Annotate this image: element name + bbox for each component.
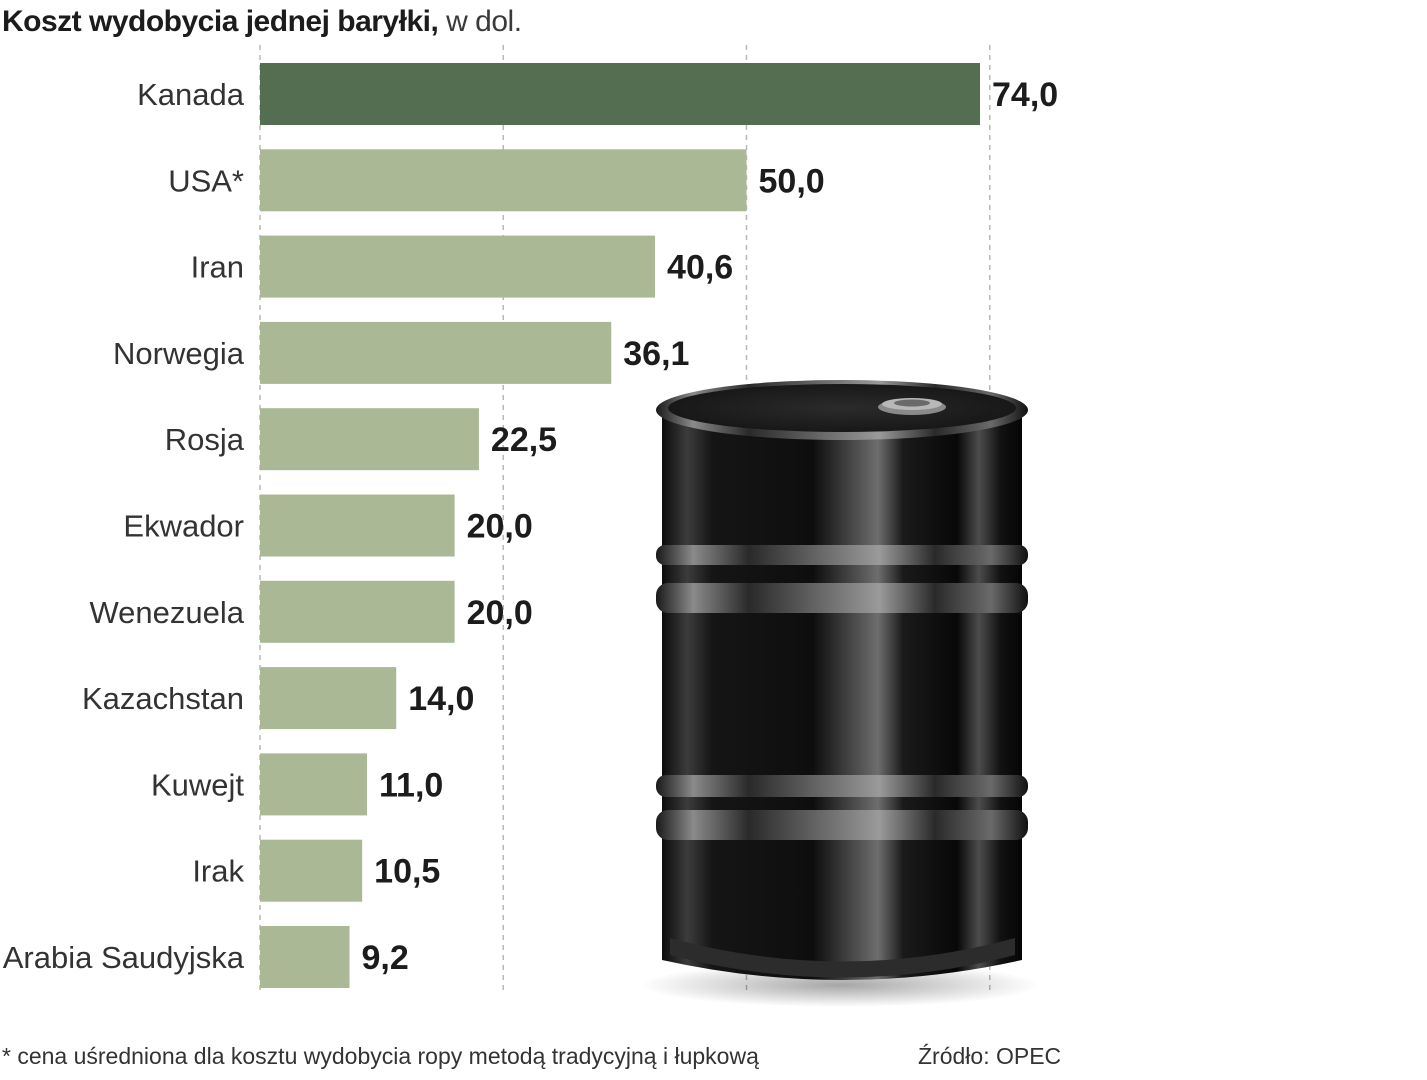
bar-4 bbox=[260, 408, 479, 471]
value-label-9: 10,5 bbox=[374, 853, 440, 891]
category-label-4: Rosja bbox=[165, 422, 245, 457]
value-label-3: 36,1 bbox=[623, 335, 689, 373]
oil-barrel-icon bbox=[640, 380, 1040, 1007]
value-label-10: 9,2 bbox=[362, 939, 409, 977]
category-label-10: Arabia Saudyjska bbox=[3, 940, 245, 975]
bar-5 bbox=[260, 494, 455, 557]
chart-title-main: Koszt wydobycia jednej baryłki, bbox=[2, 5, 439, 38]
bar-2 bbox=[260, 235, 656, 298]
category-label-0: Kanada bbox=[137, 77, 245, 112]
category-label-5: Ekwador bbox=[123, 509, 244, 544]
value-label-8: 11,0 bbox=[379, 766, 443, 804]
chart-title: Koszt wydobycia jednej baryłki, w dol. bbox=[2, 2, 522, 42]
value-label-0: 74,0 bbox=[992, 76, 1058, 114]
bar-8 bbox=[260, 753, 368, 816]
bar-0 bbox=[260, 63, 981, 125]
category-label-6: Wenezuela bbox=[89, 595, 244, 630]
value-label-1: 50,0 bbox=[759, 162, 825, 200]
value-label-6: 20,0 bbox=[467, 594, 533, 632]
bar-9 bbox=[260, 839, 363, 902]
chart-title-unit: w dol. bbox=[446, 5, 522, 38]
category-label-2: Iran bbox=[191, 250, 244, 285]
value-label-2: 40,6 bbox=[667, 249, 733, 287]
category-label-1: USA* bbox=[168, 163, 244, 198]
bar-7 bbox=[260, 667, 397, 730]
bar-1 bbox=[260, 149, 747, 212]
category-label-9: Irak bbox=[192, 854, 244, 889]
bar-3 bbox=[260, 321, 612, 384]
value-label-5: 20,0 bbox=[467, 508, 533, 546]
value-label-7: 14,0 bbox=[408, 680, 474, 718]
bars: Kanada 74,0 USA* 50,0 Iran 40,6 Norwegia 36,1 Ro… bbox=[3, 63, 1058, 988]
category-label-8: Kuwejt bbox=[151, 767, 244, 802]
category-label-3: Norwegia bbox=[113, 336, 245, 371]
value-label-4: 22,5 bbox=[491, 421, 557, 459]
source-label: Źródło: OPEC bbox=[918, 1043, 1062, 1069]
footnote: * cena uśredniona dla kosztu wydobycia r… bbox=[2, 1043, 759, 1069]
bar-10 bbox=[260, 926, 350, 988]
category-label-7: Kazachstan bbox=[82, 681, 244, 716]
bar-6 bbox=[260, 580, 455, 643]
